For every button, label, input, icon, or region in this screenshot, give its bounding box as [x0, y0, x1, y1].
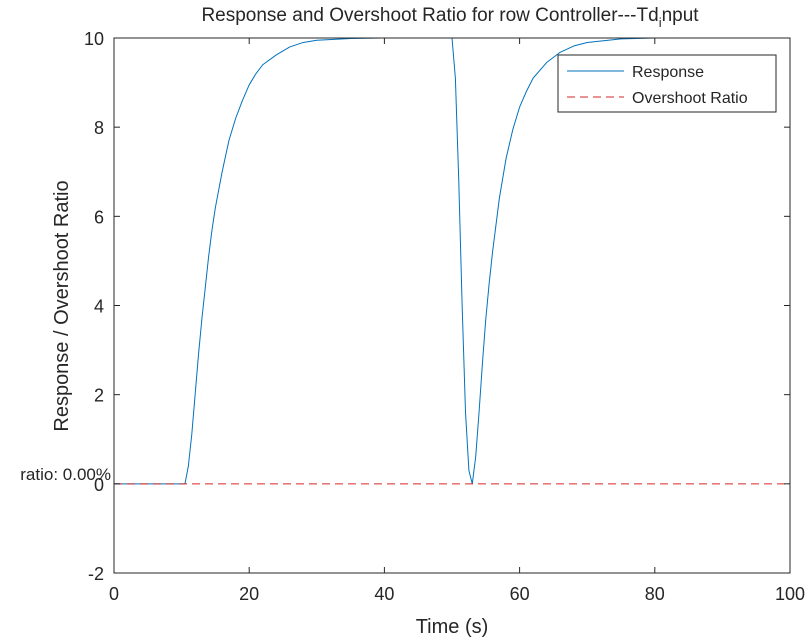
chart-title-subscript: i: [659, 15, 662, 30]
chart-title: Response and Overshoot Ratio for row Con…: [201, 5, 699, 30]
x-tick-label: 100: [775, 584, 805, 604]
plot-area: [114, 38, 790, 573]
y-tick-label: 2: [94, 386, 104, 406]
x-axis-label: Time (s): [416, 616, 489, 638]
ratio-annotation: ratio: 0.00%: [20, 465, 111, 484]
y-tick-label: 10: [84, 29, 104, 49]
y-tick-label: 6: [94, 207, 104, 227]
x-tick-label: 60: [510, 584, 530, 604]
chart-title-tail: nput: [662, 5, 700, 26]
legend: Response Overshoot Ratio: [557, 54, 777, 113]
x-tick-label: 40: [374, 584, 394, 604]
x-tick-label: 20: [239, 584, 259, 604]
legend-box: [557, 54, 777, 113]
y-axis-label: Response / Overshoot Ratio: [51, 180, 73, 431]
y-tick-label: -2: [88, 564, 104, 584]
x-tick-label: 0: [109, 584, 119, 604]
y-tick-label: 8: [94, 118, 104, 138]
x-tick-label: 80: [645, 584, 665, 604]
chart-title-main: Response and Overshoot Ratio for row Con…: [201, 5, 658, 26]
legend-label-response: Response: [632, 64, 704, 81]
y-tick-label: 0: [94, 475, 104, 495]
y-tick-label: 4: [94, 297, 104, 317]
legend-label-overshoot: Overshoot Ratio: [632, 90, 748, 107]
